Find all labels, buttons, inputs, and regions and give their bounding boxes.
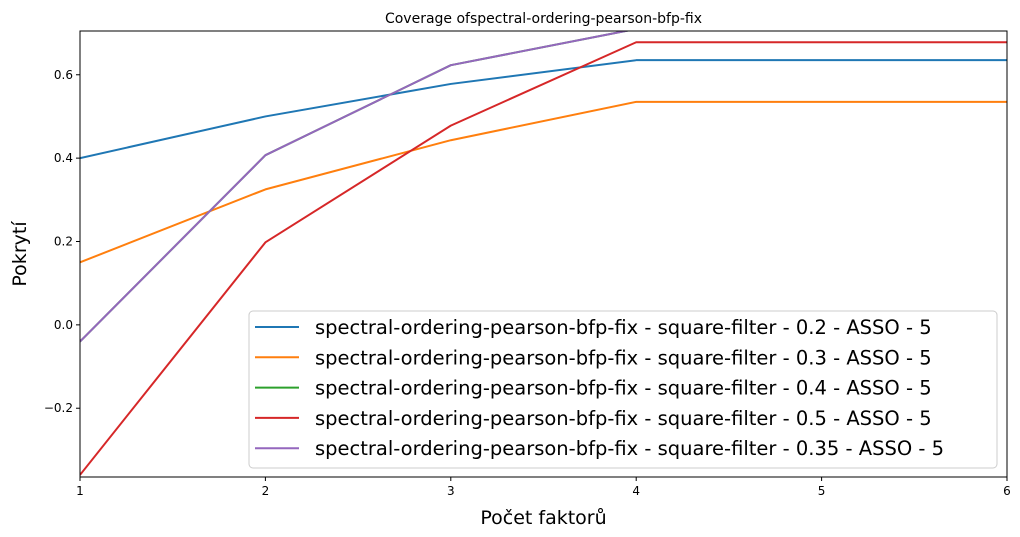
y-tick-label: 0.6: [54, 68, 73, 82]
series-line-3: [80, 31, 631, 343]
x-tick-label: 1: [76, 484, 84, 498]
plot-frame: [79, 30, 1008, 478]
series-layer: [80, 31, 1007, 476]
x-tick-label: 2: [262, 484, 270, 498]
y-tick-label: 0.0: [54, 318, 73, 332]
series-line-1: [80, 59, 1007, 160]
legend-label: spectral-ordering-pearson-bfp-fix - squa…: [315, 316, 932, 339]
legend-label: spectral-ordering-pearson-bfp-fix - squa…: [315, 377, 932, 400]
y-tick-label: 0.2: [54, 234, 73, 248]
legend-label: spectral-ordering-pearson-bfp-fix - squa…: [315, 346, 932, 369]
x-tick-label: 5: [818, 484, 826, 498]
series-line-5: [80, 31, 631, 343]
legend-label: spectral-ordering-pearson-bfp-fix - squa…: [315, 407, 932, 430]
y-tick-label: 0.4: [54, 151, 73, 165]
y-tick-label: −0.2: [44, 401, 73, 415]
x-tick-label: 6: [1003, 484, 1011, 498]
y-axis: −0.2 0.0 0.2 0.4 0.6: [44, 68, 80, 415]
legend-box: [248, 310, 998, 469]
x-axis-title: Počet faktorů: [480, 507, 606, 529]
x-tick-label: 3: [447, 484, 455, 498]
series-line-2: [80, 100, 1007, 264]
y-axis-title: Pokrytí: [9, 221, 31, 287]
x-tick-label: 4: [632, 484, 640, 498]
series-line-4: [80, 41, 1007, 476]
x-axis: 1 2 3 4 5 6: [76, 477, 1011, 498]
legend-label: spectral-ordering-pearson-bfp-fix - squa…: [315, 437, 944, 460]
chart-title: Coverage ofspectral-ordering-pearson-bfp…: [385, 11, 702, 27]
legend: spectral-ordering-pearson-bfp-fix - squa…: [248, 310, 998, 469]
